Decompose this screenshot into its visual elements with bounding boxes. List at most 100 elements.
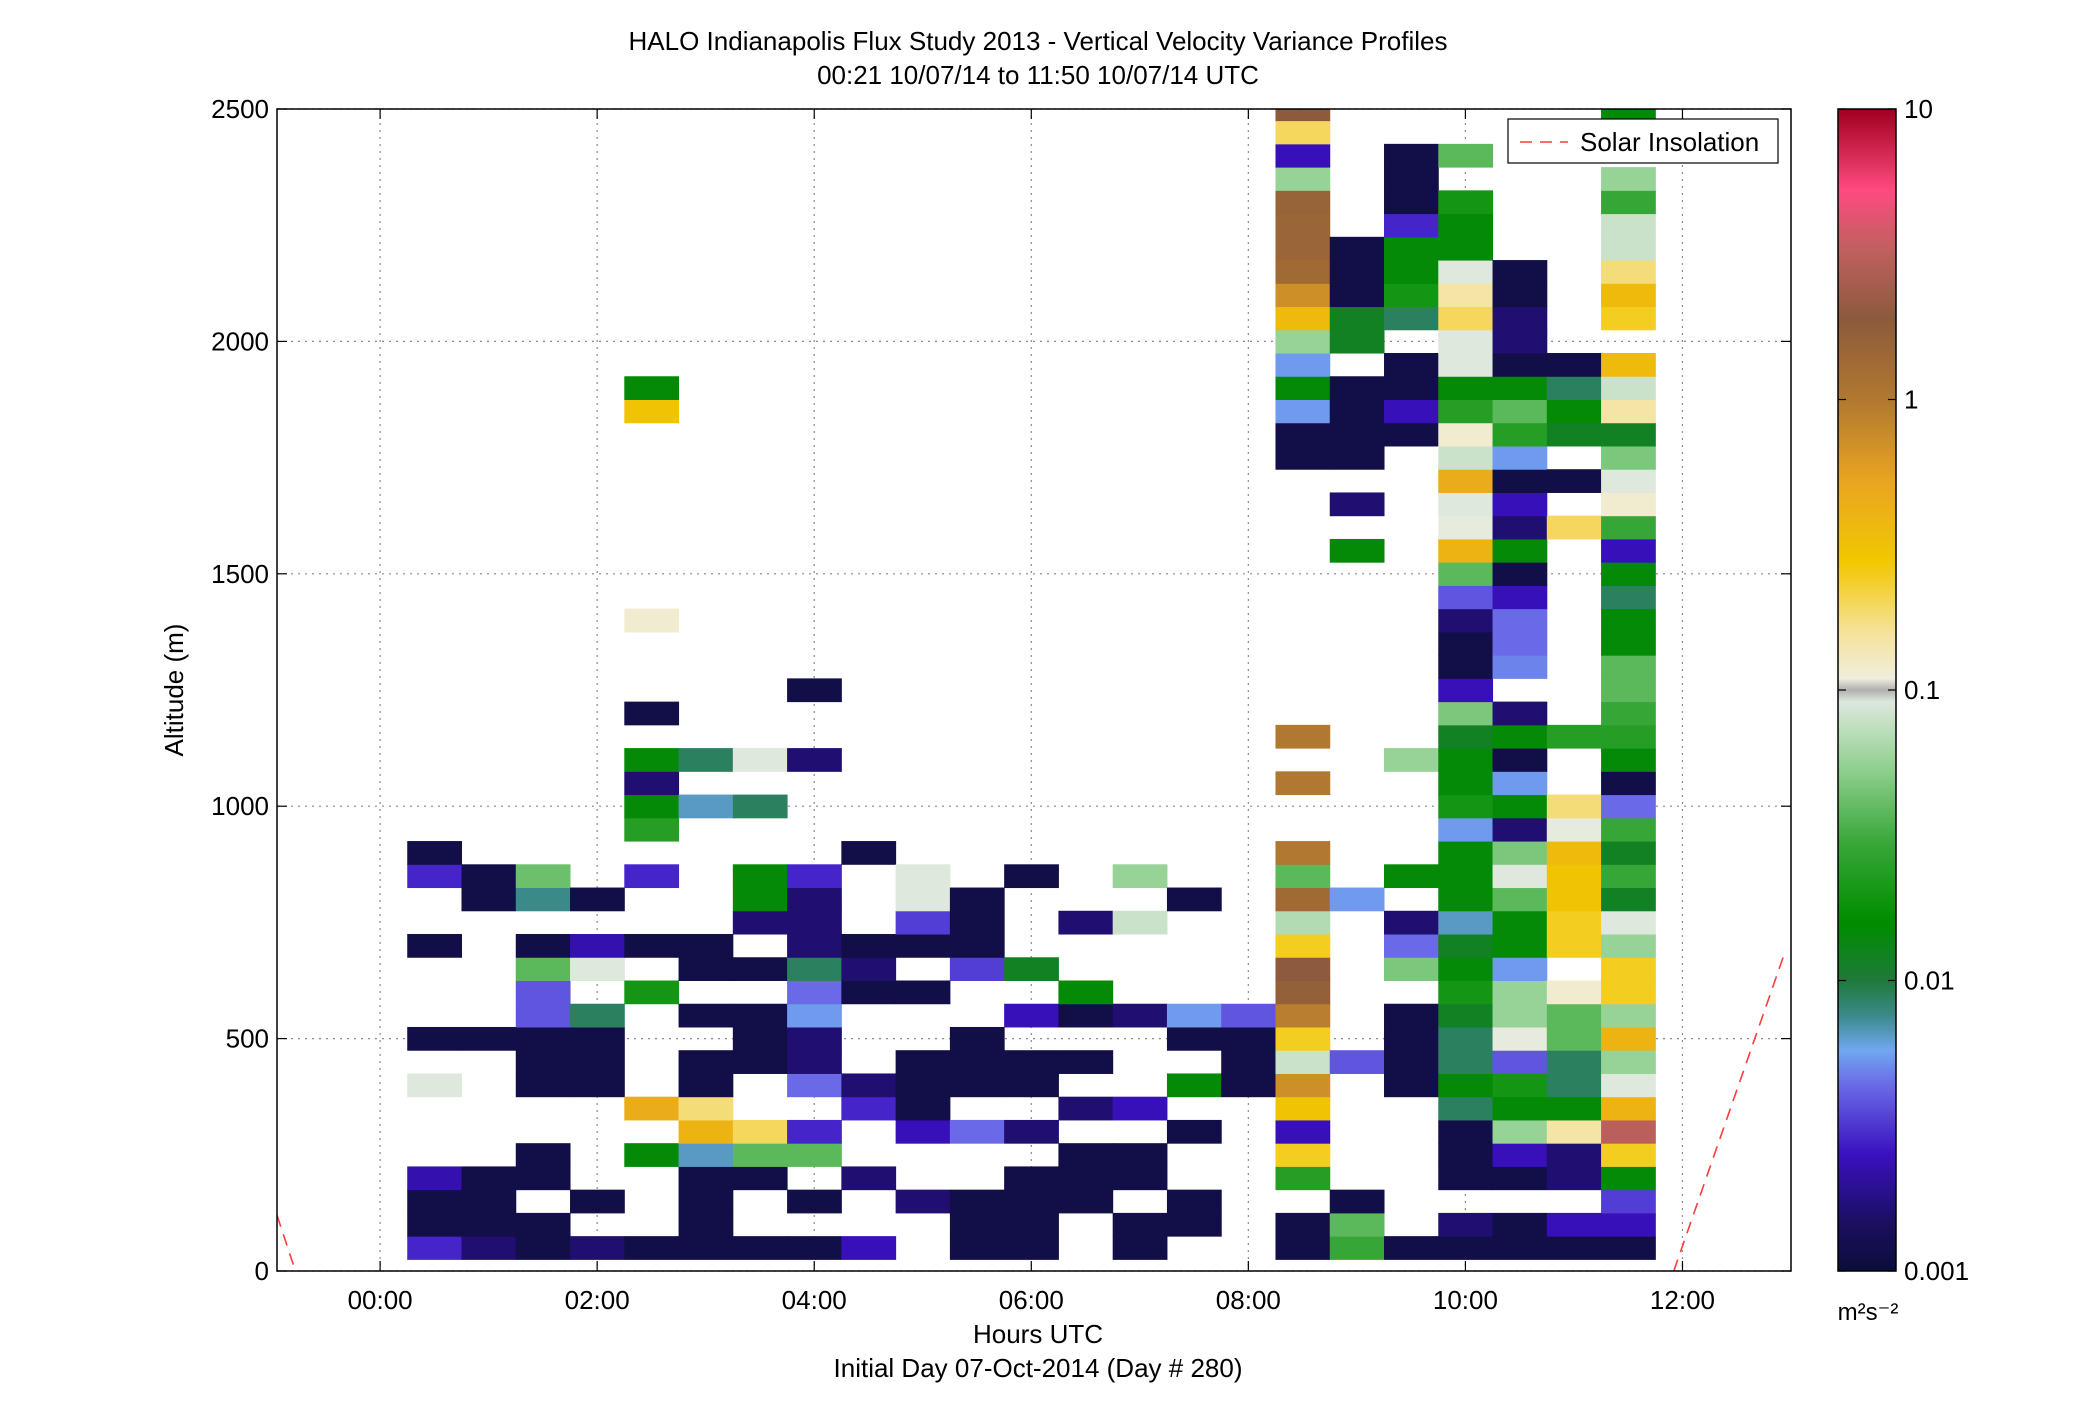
- variance-cell: [407, 1189, 463, 1214]
- variance-cell: [732, 1119, 788, 1144]
- variance-cell: [787, 748, 842, 772]
- variance-cell: [841, 1166, 897, 1191]
- variance-cell: [1058, 1096, 1114, 1121]
- variance-cell: [1601, 1212, 1656, 1237]
- variance-cell: [949, 957, 1005, 981]
- variance-cell: [1601, 887, 1656, 912]
- variance-cell: [1546, 724, 1602, 749]
- variance-cell: [1601, 1050, 1656, 1074]
- variance-cell: [1438, 1166, 1494, 1191]
- variance-cell: [1492, 353, 1548, 377]
- variance-cell: [1601, 190, 1656, 215]
- variance-cell: [1438, 492, 1494, 517]
- variance-cell: [1438, 864, 1494, 889]
- plot-frame: [276, 108, 1792, 1272]
- variance-cell: [1601, 1143, 1656, 1167]
- variance-cell: [678, 1050, 734, 1074]
- variance-cell: [1546, 1073, 1602, 1098]
- variance-cell: [1438, 445, 1494, 470]
- variance-cell: [461, 864, 517, 889]
- variance-cell: [1438, 980, 1494, 1005]
- variance-cell: [1275, 864, 1331, 889]
- variance-cell: [1384, 236, 1439, 261]
- variance-cell: [1546, 353, 1602, 377]
- variance-cell: [461, 1026, 517, 1051]
- variance-cell: [895, 980, 951, 1005]
- variance-cell: [1112, 1143, 1168, 1167]
- variance-cell: [1492, 492, 1548, 517]
- variance-cell: [1601, 585, 1656, 610]
- variance-cell: [1546, 469, 1602, 493]
- variance-cell: [1275, 887, 1331, 912]
- variance-cell: [515, 957, 571, 981]
- variance-cell: [461, 1166, 517, 1191]
- variance-cell: [678, 1096, 734, 1121]
- variance-cell: [1601, 957, 1656, 981]
- variance-cell: [1601, 167, 1656, 191]
- variance-cell: [949, 1236, 1005, 1260]
- variance-cell: [1546, 1003, 1602, 1028]
- variance-cell: [1601, 260, 1656, 284]
- variance-cell: [1275, 724, 1331, 749]
- variance-cell: [732, 910, 788, 935]
- variance-cell: [1492, 980, 1548, 1005]
- x-axis-sublabel: Initial Day 07-Oct-2014 (Day # 280): [834, 1353, 1243, 1383]
- variance-cell: [1329, 1212, 1385, 1237]
- variance-cell: [461, 887, 517, 912]
- variance-cell: [1058, 980, 1114, 1005]
- variance-cell: [841, 980, 897, 1005]
- variance-cell: [1492, 934, 1548, 958]
- variance-cell: [1329, 329, 1385, 354]
- variance-cell: [787, 1189, 842, 1214]
- variance-cell: [1601, 469, 1656, 493]
- variance-cell: [1275, 1096, 1331, 1121]
- variance-cell: [841, 1236, 897, 1260]
- variance-cell: [1601, 306, 1656, 331]
- variance-cell: [1004, 1166, 1059, 1191]
- variance-cell: [1492, 1166, 1548, 1191]
- x-tick-label: 08:00: [1216, 1285, 1281, 1315]
- variance-cell: [1601, 1073, 1656, 1098]
- variance-cell: [1492, 817, 1548, 842]
- variance-cell: [1004, 1236, 1059, 1260]
- variance-cell: [1384, 957, 1439, 981]
- y-tick-label: 0: [255, 1256, 269, 1286]
- variance-cell: [1492, 1026, 1548, 1051]
- variance-cell: [1492, 329, 1548, 354]
- variance-cell: [895, 1096, 951, 1121]
- variance-cell: [1058, 1003, 1114, 1028]
- variance-cell: [1438, 841, 1494, 865]
- variance-cell: [624, 934, 680, 958]
- variance-cell: [1546, 1236, 1602, 1260]
- variance-cell: [515, 1236, 571, 1260]
- variance-cell: [1601, 678, 1656, 703]
- variance-cell: [1275, 353, 1331, 377]
- variance-cell: [515, 1166, 571, 1191]
- variance-cell: [1492, 562, 1548, 586]
- variance-cell: [1492, 724, 1548, 749]
- variance-cell: [1004, 864, 1059, 889]
- variance-cell: [1384, 1236, 1439, 1260]
- variance-cell: [1492, 515, 1548, 540]
- variance-cell: [1384, 260, 1439, 284]
- variance-cell: [1546, 1026, 1602, 1051]
- variance-cell: [1221, 1003, 1276, 1028]
- variance-cell: [1492, 585, 1548, 610]
- variance-cell: [515, 887, 571, 912]
- variance-cell: [1438, 190, 1494, 215]
- variance-cell: [407, 934, 463, 958]
- variance-cell: [461, 1212, 517, 1237]
- variance-cell: [1438, 143, 1494, 168]
- variance-cell: [1438, 957, 1494, 981]
- variance-cell: [1275, 422, 1331, 447]
- chart-subtitle: 00:21 10/07/14 to 11:50 10/07/14 UTC: [817, 60, 1259, 90]
- variance-cell: [1384, 143, 1439, 168]
- colorbar-unit-label: m²s⁻²: [1838, 1299, 1899, 1326]
- variance-cell: [1492, 283, 1548, 308]
- variance-cell: [1329, 538, 1385, 563]
- variance-cell: [1492, 748, 1548, 772]
- variance-cell: [1438, 1096, 1494, 1121]
- variance-cell: [678, 934, 734, 958]
- variance-cell: [1546, 399, 1602, 424]
- variance-cell: [407, 1212, 463, 1237]
